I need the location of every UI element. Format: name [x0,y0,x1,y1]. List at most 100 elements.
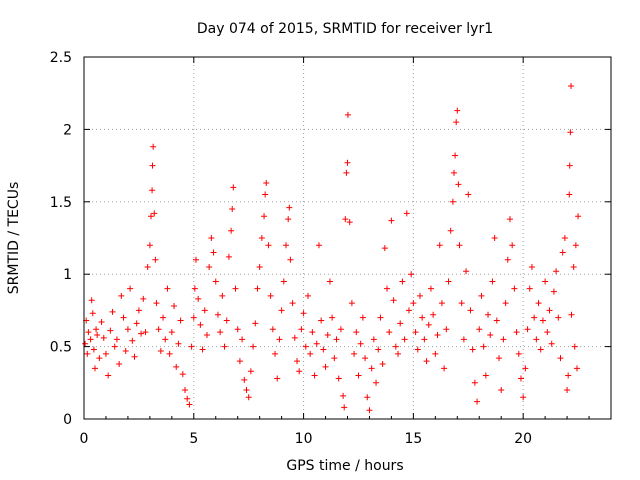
data-point [188,343,195,350]
y-tick-label: 1.5 [50,195,72,211]
data-point [278,307,285,314]
data-point [206,263,213,270]
data-point [401,336,408,343]
data-point [423,358,430,365]
data-point [496,355,503,362]
data-point [445,278,452,285]
data-point [197,321,204,328]
data-point [515,350,522,357]
data-point [412,329,419,336]
data-point [542,278,549,285]
data-point [564,387,571,394]
data-point [293,358,300,365]
data-point [192,256,199,263]
data-point [575,213,582,220]
data-point [149,162,156,169]
data-point [368,365,375,372]
data-point [344,111,351,118]
data-point [267,292,274,299]
data-point [454,107,461,114]
data-point [570,263,577,270]
data-point [241,376,248,383]
data-point [208,235,215,241]
data-point [280,278,287,285]
chart-title: Day 074 of 2015, SRMTID for receiver lyr… [197,21,493,37]
data-point [298,326,305,333]
data-point [254,285,261,292]
x-tick-label: 5 [189,431,198,447]
data-point [399,278,406,285]
data-point [351,350,358,357]
x-tick-label: 15 [404,431,422,447]
data-point [373,379,380,386]
data-point [171,303,178,310]
data-point [118,292,125,299]
data-point [421,336,428,343]
data-point [531,314,538,321]
data-point [122,347,129,354]
data-point [340,392,347,399]
data-point [261,213,268,220]
data-point [229,206,236,213]
data-point [90,346,97,353]
data-point [331,355,338,362]
data-point [105,372,112,379]
data-point [467,307,474,314]
data-point [463,268,470,275]
data-point [346,219,353,226]
data-point [131,353,138,360]
data-point [285,216,292,223]
data-point [509,242,516,249]
data-point [177,317,184,324]
data-point [520,394,527,401]
data-point [88,297,95,304]
data-point [403,210,410,217]
data-point [162,336,169,343]
data-point [302,343,309,350]
data-point [377,314,384,321]
data-point [225,253,232,260]
data-points [82,82,582,414]
data-point [539,317,546,324]
data-point [436,242,443,249]
data-point [85,329,92,336]
data-point [469,346,476,353]
plot-frame [83,56,612,420]
data-point [111,343,118,350]
data-point [506,216,513,223]
data-point [487,332,494,339]
data-point [379,360,386,367]
data-point [453,119,460,126]
data-point [164,285,171,292]
data-point [476,326,483,333]
y-tick-label: 2 [63,122,72,138]
data-point [337,326,344,333]
data-point [568,311,575,318]
data-point [489,278,496,285]
data-point [221,343,228,350]
data-point [120,314,127,321]
data-point [500,336,507,343]
data-point [203,332,210,339]
data-point [561,235,568,241]
data-point [381,245,388,252]
data-point [168,329,175,336]
data-point [452,152,459,159]
data-point [256,263,263,270]
x-tick-label: 0 [80,431,89,447]
data-point [313,340,320,347]
data-point [390,297,397,304]
data-point [212,278,219,285]
data-point [228,227,235,234]
data-point [223,317,230,324]
data-point [478,292,485,299]
data-point [320,346,327,353]
data-point [133,320,140,327]
data-point [548,340,555,347]
data-point [283,242,290,249]
data-point [243,387,250,394]
data-point [370,336,377,343]
data-point [262,191,269,198]
data-point [296,368,303,375]
